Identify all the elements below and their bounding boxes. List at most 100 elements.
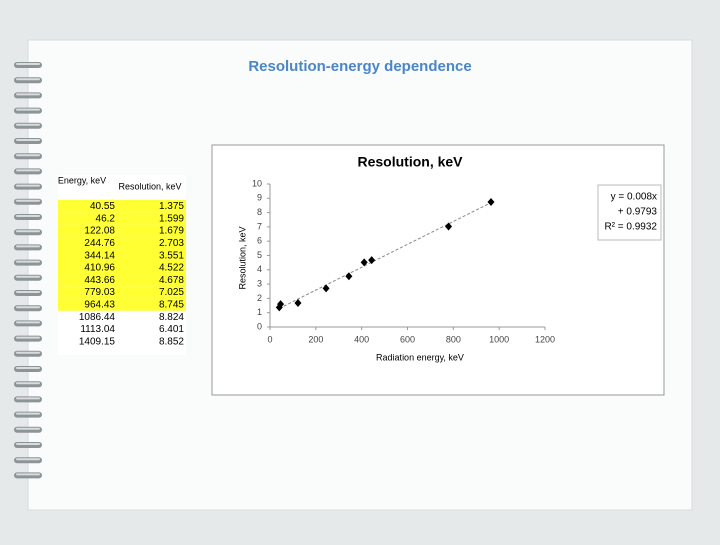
- ring-shine: [16, 291, 40, 293]
- ring-shine: [16, 260, 40, 263]
- chart: 0 200 400 600 800 1000 1200 0 1 2 3 4 5 6 7 8 9 10 y = 0.0…: [252, 178, 657, 344]
- x-tick-label: 800: [446, 334, 461, 344]
- ring-shine: [16, 108, 40, 111]
- ring-shine: [16, 367, 40, 369]
- header-cell: Resolution, keV: [118, 181, 181, 191]
- ring-shine: [16, 230, 40, 233]
- annotation-line: y = 0.008x: [611, 192, 657, 203]
- ring-shine: [16, 139, 40, 141]
- highlight-row: [58, 249, 186, 262]
- annotation-line: R² = 0.9932: [604, 222, 657, 233]
- ring-shine: [16, 93, 40, 96]
- x-axis-label: Radiation energy, keV: [376, 352, 464, 362]
- y-tick-label: 10: [252, 178, 262, 188]
- cell: 4.522: [159, 263, 184, 274]
- cell: 1.375: [159, 201, 184, 212]
- ring-shine: [16, 473, 40, 476]
- y-axis-label: Resolution, keV: [237, 226, 247, 289]
- cell: 2.703: [159, 238, 184, 249]
- point: [294, 298, 302, 307]
- ring-shine: [16, 275, 40, 278]
- cell: 8.852: [159, 336, 184, 347]
- y-tick-label: 8: [257, 207, 262, 217]
- cell: 3.551: [159, 250, 184, 261]
- cell: 7.025: [159, 287, 184, 298]
- cell: 964.43: [84, 300, 115, 311]
- cell: 1113.04: [80, 324, 115, 335]
- cell: 344.14: [84, 250, 115, 261]
- ring-shine: [16, 458, 40, 461]
- ring-shine: [16, 169, 40, 172]
- highlight-row: [58, 261, 186, 274]
- point: [345, 272, 353, 281]
- point: [360, 258, 368, 267]
- ring-shine: [16, 321, 40, 324]
- y-tick-label: 1: [257, 307, 262, 317]
- cell: 443.66: [84, 275, 115, 286]
- cell: 4.678: [159, 275, 184, 286]
- highlight-row: [58, 224, 186, 237]
- x-tick-label: 600: [400, 334, 415, 344]
- cell: 1409.15: [79, 336, 116, 347]
- point: [322, 284, 330, 293]
- ring-shine: [16, 63, 40, 65]
- cell: 46.2: [96, 213, 116, 224]
- highlight-row: [58, 298, 186, 311]
- x-tick-label: 1000: [489, 334, 509, 344]
- point: [368, 256, 376, 265]
- cell: 244.76: [84, 238, 115, 249]
- y-tick-label: 2: [257, 293, 262, 303]
- cell: 410.96: [84, 263, 115, 274]
- ring-shine: [16, 443, 40, 445]
- y-tick-label: 9: [257, 193, 262, 203]
- ring-shine: [16, 78, 40, 81]
- ring-shine: [16, 215, 40, 217]
- ring-shine: [16, 397, 40, 400]
- highlight-row: [58, 236, 186, 250]
- cell: 40.55: [90, 201, 115, 212]
- ring-shine: [16, 154, 40, 157]
- y-tick-label: 7: [257, 221, 262, 231]
- ring-shine: [16, 427, 40, 430]
- chart-title: Resolution, keV: [357, 154, 463, 170]
- point: [487, 197, 495, 206]
- trendline: [279, 202, 492, 309]
- ring-shine: [16, 306, 40, 309]
- cell: 6.401: [159, 324, 184, 335]
- spiral-binding: [14, 62, 42, 479]
- header-cell: Energy, keV: [58, 175, 106, 185]
- ring-shine: [16, 351, 40, 354]
- ring-shine: [16, 412, 40, 415]
- ring-shine: [16, 123, 40, 126]
- x-tick-label: 400: [354, 334, 369, 344]
- chart-frame: [211, 144, 665, 396]
- x-tick-label: 0: [267, 334, 272, 344]
- ring-shine: [16, 382, 40, 385]
- ring-shine: [16, 336, 40, 339]
- annotation-line: + 0.9793: [618, 207, 658, 218]
- y-tick-label: 3: [257, 278, 262, 288]
- y-tick-label: 0: [257, 321, 262, 331]
- cell: 1.599: [159, 213, 184, 224]
- point: [445, 222, 453, 231]
- point: [277, 300, 285, 309]
- cell: 8.745: [159, 300, 184, 311]
- cell: 779.03: [84, 287, 115, 298]
- highlight-row: [58, 212, 186, 225]
- cell: 1.679: [159, 226, 184, 237]
- y-tick-label: 5: [257, 250, 262, 260]
- ring-shine: [16, 199, 40, 202]
- highlight-row: [58, 286, 186, 299]
- highlight-row: [58, 273, 186, 287]
- cell: 1086.44: [79, 312, 116, 323]
- x-tick-label: 200: [308, 334, 323, 344]
- y-tick-label: 6: [257, 236, 262, 246]
- cell: 122.08: [84, 226, 115, 237]
- annotation-box: [597, 184, 662, 241]
- cell: 8.824: [159, 312, 184, 323]
- ring-shine: [16, 184, 40, 187]
- y-tick-label: 4: [257, 264, 262, 274]
- highlight-row: [58, 200, 186, 213]
